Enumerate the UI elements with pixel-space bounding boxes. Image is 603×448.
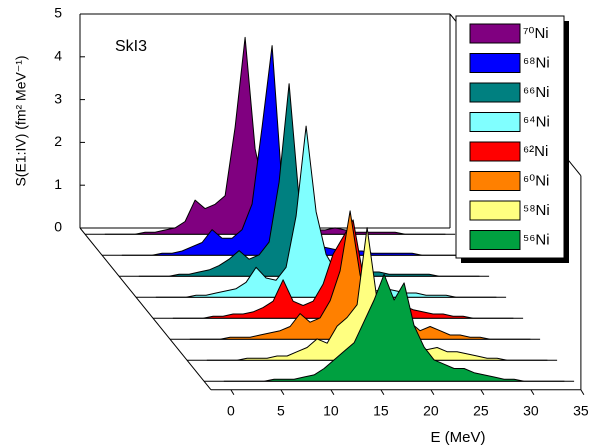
x-tick-label: 15	[373, 402, 389, 418]
x-tick-label: 10	[323, 402, 339, 418]
legend-swatch	[469, 53, 521, 73]
y-tick-label: 1	[54, 176, 62, 192]
y-tick-label: 5	[54, 5, 62, 21]
legend-label: ⁵⁸Ni	[523, 202, 550, 219]
x-tick	[230, 389, 235, 395]
legend-label: ⁶⁴Ni	[523, 113, 550, 130]
legend-label: ⁶²Ni	[523, 143, 548, 160]
legend	[455, 15, 565, 259]
x-tick-label: 35	[573, 402, 589, 418]
legend-label: ⁶⁸Ni	[523, 54, 550, 71]
y-tick-label: 0	[54, 219, 62, 235]
x-tick	[380, 389, 385, 395]
y-tick-label: 2	[54, 133, 62, 149]
annotation: SkI3	[115, 38, 147, 55]
x-tick	[530, 389, 535, 395]
legend-swatch	[469, 171, 521, 191]
legend-label: ⁵⁶Ni	[523, 231, 550, 248]
legend-swatch	[469, 112, 521, 132]
legend-label: ⁶⁰Ni	[523, 172, 549, 189]
x-tick	[480, 389, 485, 395]
x-tick	[330, 389, 335, 395]
legend-swatch	[469, 141, 521, 162]
x-tick	[580, 389, 585, 395]
spectrum-area	[223, 273, 565, 382]
legend-label: ⁶⁶Ni	[523, 84, 550, 101]
x-tick-label: 30	[523, 402, 539, 418]
y-tick-label: 3	[54, 90, 62, 106]
x-tick-label: 25	[473, 402, 489, 418]
legend-swatch	[469, 82, 521, 103]
y-tick-label: 4	[54, 48, 62, 64]
legend-swatch	[469, 200, 521, 221]
frame-line	[79, 227, 212, 391]
x-tick	[430, 389, 435, 395]
x-tick-label: 20	[423, 402, 439, 418]
x-tick	[280, 389, 285, 395]
x-tick-label: 5	[277, 402, 285, 418]
x-tick-label: 0	[227, 402, 235, 418]
legend-swatch	[469, 23, 521, 44]
legend-label: ⁷⁰Ni	[523, 25, 549, 42]
legend-swatch	[469, 230, 521, 250]
y-axis-label: S(E1:IV) (fm² MeV⁻¹)	[13, 55, 29, 186]
x-axis-label: E (MeV)	[430, 429, 485, 446]
